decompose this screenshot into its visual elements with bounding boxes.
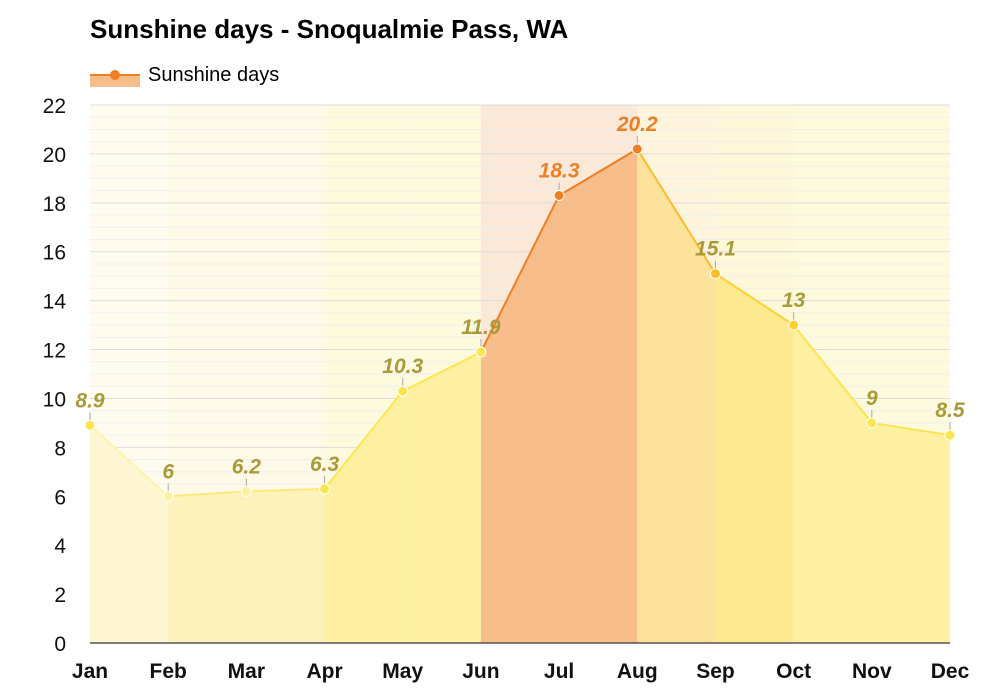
x-tick-label: Jan <box>72 660 108 683</box>
area-segment <box>559 149 638 643</box>
line-segment <box>792 324 873 424</box>
area-segment <box>793 325 872 643</box>
x-tick-label: Sep <box>696 660 735 683</box>
line-segment <box>480 195 560 353</box>
data-label: 10.3 <box>382 355 423 378</box>
line-segment <box>871 421 951 437</box>
data-point <box>553 189 565 201</box>
data-points <box>84 136 956 502</box>
line-segment <box>246 487 325 493</box>
data-label: 20.2 <box>616 113 658 136</box>
line-segment <box>636 148 717 275</box>
y-tick-label: 12 <box>43 340 66 363</box>
legend[interactable]: Sunshine days <box>90 62 279 88</box>
x-tick-label: Dec <box>931 660 970 683</box>
data-point <box>944 429 956 441</box>
legend-label: Sunshine days <box>148 63 280 86</box>
data-label: 13 <box>782 289 806 312</box>
x-tick-label: Aug <box>617 660 658 683</box>
x-tick-label: May <box>382 660 423 683</box>
area-segment <box>480 195 560 643</box>
line-segment <box>89 424 169 498</box>
data-label: 9 <box>866 387 878 410</box>
data-point <box>788 319 800 331</box>
y-tick-label: 10 <box>43 388 66 411</box>
area-segment <box>168 491 247 643</box>
data-label: 11.9 <box>461 316 501 339</box>
y-axis-ticks: 0 2 4 6 8 10 12 14 16 18 20 22 <box>43 95 67 656</box>
y-tick-label: 20 <box>43 144 66 167</box>
area-fill <box>90 149 950 643</box>
data-label: 6.2 <box>232 455 262 478</box>
data-point <box>709 268 721 280</box>
data-point <box>84 419 96 431</box>
data-point <box>162 490 174 502</box>
chart-title: Sunshine days - Snoqualmie Pass, WA <box>90 14 569 44</box>
data-label: 15.1 <box>695 238 736 261</box>
data-point <box>319 483 331 495</box>
x-tick-label: Jul <box>544 660 574 683</box>
series-line <box>89 148 951 498</box>
data-point <box>475 346 487 358</box>
y-tick-label: 2 <box>54 584 66 607</box>
y-tick-label: 18 <box>43 193 66 216</box>
x-tick-label: Apr <box>306 660 342 683</box>
y-tick-label: 0 <box>54 633 66 656</box>
line-segment <box>558 148 638 197</box>
data-point <box>866 417 878 429</box>
x-tick-label: Jun <box>462 660 499 683</box>
y-tick-label: 8 <box>54 437 66 460</box>
line-segment <box>168 490 247 498</box>
y-tick-label: 4 <box>54 535 66 558</box>
line-segment <box>714 272 795 326</box>
area-segment <box>637 149 716 643</box>
area-segment <box>246 488 325 643</box>
x-tick-label: Oct <box>776 660 811 683</box>
y-tick-label: 16 <box>43 242 66 265</box>
data-point <box>397 385 409 397</box>
data-label: 8.9 <box>75 389 105 412</box>
x-tick-label: Mar <box>228 660 265 683</box>
y-tick-label: 6 <box>54 486 66 509</box>
data-label: 6 <box>162 460 174 483</box>
line-segment <box>402 351 482 393</box>
data-point <box>240 485 252 497</box>
data-labels: 8.9 6 6.2 6.3 10.3 11.9 18.3 20.2 15.1 13 9 8.5 <box>75 113 965 483</box>
data-point <box>631 143 643 155</box>
y-tick-label: 22 <box>43 95 66 118</box>
x-tick-label: Feb <box>150 660 187 683</box>
data-label: 6.3 <box>310 453 340 476</box>
data-label: 18.3 <box>539 159 580 182</box>
x-axis-ticks: Jan Feb Mar Apr May Jun Jul Aug Sep Oct Nov Dec <box>72 660 970 683</box>
line-segment <box>323 390 404 490</box>
area-segment <box>715 273 794 643</box>
area-segment <box>871 422 950 643</box>
y-tick-label: 14 <box>43 291 67 314</box>
area-segment <box>324 391 403 643</box>
data-label: 8.5 <box>935 399 965 422</box>
x-tick-label: Nov <box>852 660 892 683</box>
area-segment <box>402 351 481 643</box>
legend-swatch-icon <box>90 63 140 87</box>
